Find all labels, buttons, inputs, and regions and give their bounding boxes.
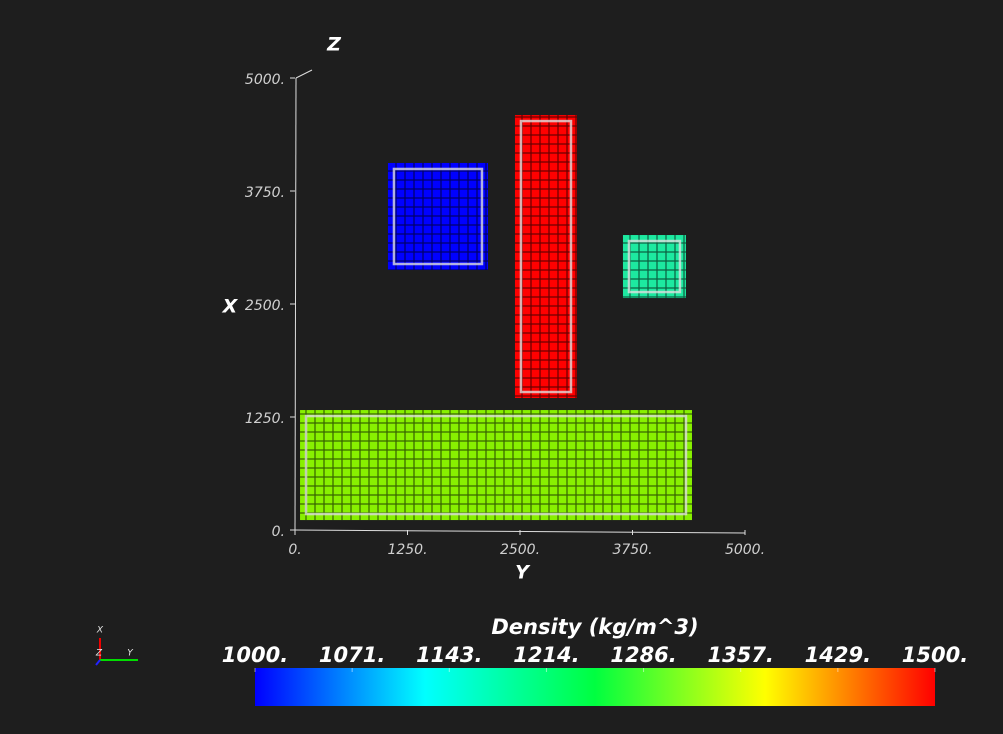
voxel-block	[622, 235, 686, 299]
colorbar-title: Density (kg/m^3)	[491, 615, 698, 639]
axis-title-x: X	[222, 296, 239, 318]
colorbar-tick-label: 1143.	[416, 643, 482, 667]
z-axis-line	[295, 69, 313, 79]
orientation-axes: X Y Z	[95, 626, 138, 666]
x-tick-label: 5000.	[725, 542, 765, 558]
label-y: Y	[127, 649, 134, 659]
voxel-grid	[622, 235, 686, 299]
colorbar-tick-label: 1000.	[222, 643, 288, 667]
y-tick-label: 0.	[272, 524, 285, 540]
outline	[519, 119, 573, 394]
outline	[304, 414, 688, 516]
colorbar-tick-label: 1500.	[902, 643, 968, 667]
y-tick-label: 3750.	[245, 185, 285, 201]
colorbar-tick-label: 1286.	[610, 643, 676, 667]
x-tick-label: 1250.	[387, 542, 427, 558]
voxel-grid	[387, 162, 488, 271]
voxel-grid	[300, 410, 692, 521]
x-tick-label: 2500.	[500, 542, 540, 558]
voxel-block	[514, 115, 577, 399]
colorbar-tick-label: 1357.	[707, 643, 773, 667]
y-tick-label: 1250.	[245, 411, 285, 427]
colorbar-tick-label: 1071.	[319, 643, 385, 667]
voxel-block	[300, 410, 692, 521]
x-axis-line	[294, 77, 297, 531]
axis-title-y: Y	[515, 562, 531, 584]
axis-z	[95, 659, 101, 666]
x-tick-label: 3750.	[612, 542, 652, 558]
colorbar-tick-label: 1214.	[513, 643, 579, 667]
x-tick-label: 0.	[288, 542, 301, 558]
voxel-block	[387, 162, 488, 271]
y-tick-label: 5000.	[245, 72, 285, 88]
y-tick-label: 2500.	[245, 298, 285, 314]
voxel-grid	[514, 115, 577, 399]
label-z: Z	[95, 649, 103, 659]
outline	[392, 167, 484, 266]
outline	[627, 239, 682, 294]
label-x: X	[96, 626, 104, 636]
colorbar	[255, 668, 935, 706]
colorbar-tick-label: 1429.	[805, 643, 871, 667]
axis-title-z: Z	[326, 34, 342, 56]
